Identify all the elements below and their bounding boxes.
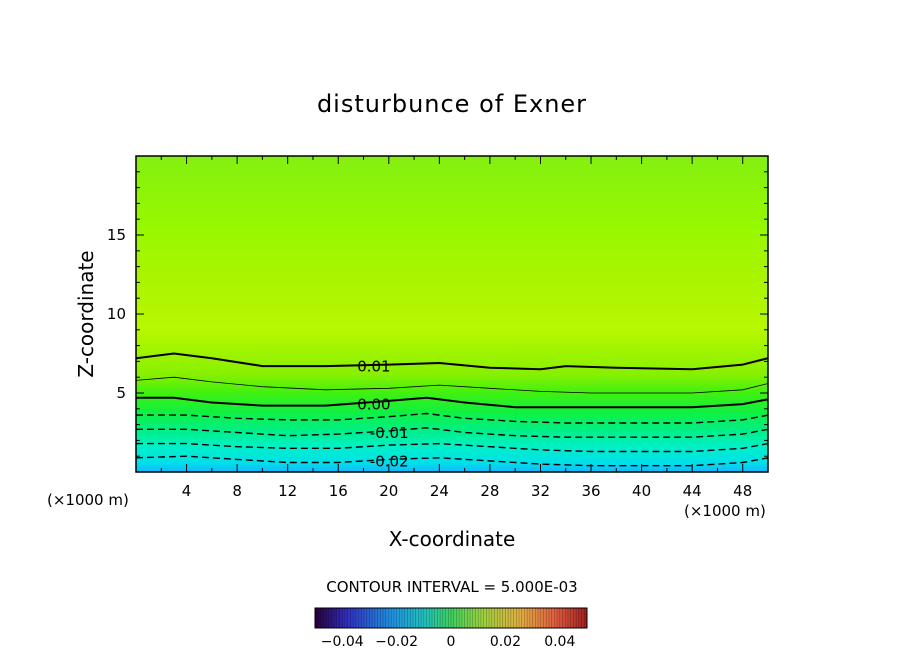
colorbar-ticks: −0.04 −0.02 0 0.02 0.04 <box>321 634 576 650</box>
contour-label: 0.01 <box>357 357 390 375</box>
x-tick-label: 20 <box>379 482 398 500</box>
contour-labels: 0.01 0.00 -0.01 -0.02 <box>357 357 409 471</box>
y-tick-label: 10 <box>107 305 126 323</box>
x-axis-label: X-coordinate <box>389 527 516 551</box>
x-tick-label: 36 <box>581 482 600 500</box>
contour-lines <box>136 352 768 467</box>
contour-line <box>136 376 768 394</box>
colorbar-tick-label: 0.04 <box>544 634 575 650</box>
contour-line <box>136 352 768 371</box>
y-axis-label: Z-coordinate <box>74 250 98 377</box>
colorbar-stripes <box>317 608 585 628</box>
colorbar-tick-label: −0.04 <box>321 634 364 650</box>
y-tick-label: 5 <box>116 384 126 402</box>
y-unit-label: (×1000 m) <box>47 491 129 509</box>
chart-title: disturbunce of Exner <box>317 90 587 118</box>
contour-label: -0.01 <box>370 424 409 442</box>
x-tick-label: 12 <box>278 482 297 500</box>
x-axis-ticks: 4 8 12 16 20 24 28 32 36 40 44 48 <box>160 156 752 500</box>
x-tick-label: 44 <box>683 482 702 500</box>
x-unit-label: (×1000 m) <box>684 502 766 520</box>
colorbar-tick-label: 0.02 <box>490 634 521 650</box>
x-tick-label: 28 <box>480 482 499 500</box>
x-tick-label: 4 <box>182 482 192 500</box>
plot-field <box>136 156 768 472</box>
x-tick-label: 40 <box>632 482 651 500</box>
x-tick-label: 8 <box>232 482 242 500</box>
y-axis-ticks: 5 10 15 <box>107 171 768 457</box>
x-tick-label: 16 <box>329 482 348 500</box>
contour-label: -0.02 <box>370 453 409 471</box>
x-tick-label: 48 <box>733 482 752 500</box>
y-tick-label: 15 <box>107 226 126 244</box>
colorbar-tick-label: 0 <box>447 634 456 650</box>
contour-line <box>136 396 768 409</box>
contour-label: 0.00 <box>357 395 390 413</box>
contour-interval-text: CONTOUR INTERVAL = 5.000E-03 <box>326 578 577 596</box>
contour-line <box>136 412 768 424</box>
x-tick-label: 24 <box>430 482 449 500</box>
colorbar-tick-label: −0.02 <box>375 634 418 650</box>
contour-line <box>136 427 768 438</box>
colorbar <box>314 607 588 629</box>
x-tick-label: 32 <box>531 482 550 500</box>
